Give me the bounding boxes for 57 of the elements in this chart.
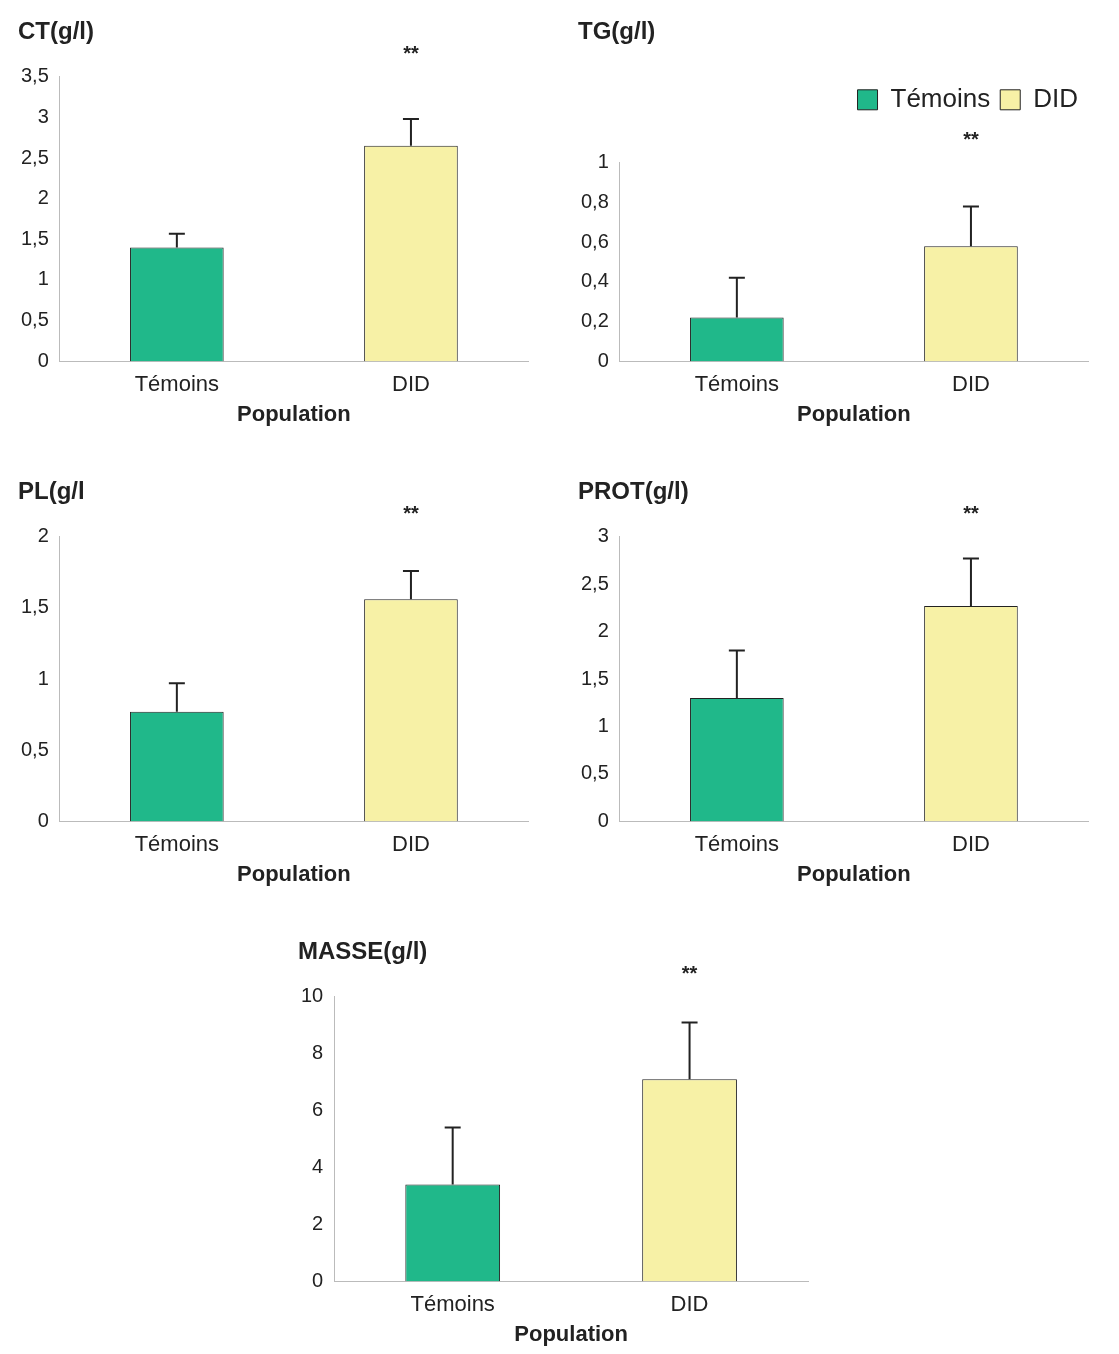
y-tick-label: 1,5 [20,226,49,249]
y-tick-label: 2,5 [20,145,49,168]
chart-title: PL(g/l [18,477,85,505]
text: ** [681,962,698,985]
x-tick-label: Témoins [694,831,780,857]
y-tick-label: 0,5 [20,308,49,331]
x-tick-label: Témoins [694,371,780,397]
chart-title: TG(g/l) [578,17,656,45]
y-tick-label: 0 [597,808,609,831]
y-tick-label: 2 [597,619,609,642]
y-tick-label: 2 [312,1211,324,1234]
y-tick-label: 3 [597,524,609,547]
x-tick-label: DID [952,371,990,397]
x-tick-label: Témoins [134,831,220,857]
x-axis-title: Population [237,400,351,426]
x-tick-label: Témoins [134,371,220,397]
y-tick-label: 8 [312,1041,324,1064]
chart-title: PROT(g/l) [578,477,689,505]
y-tick-label: 1 [597,713,609,736]
text: ** [403,502,419,525]
legend-label: Témoins [890,82,991,113]
text: ** [963,128,979,151]
x-axis-title: Population [797,860,911,886]
y-tick-label: 2 [37,186,49,209]
y-tick-label: 1,5 [580,666,609,689]
x-tick-label: DID [952,831,990,857]
chart-title: MASSE(g/l) [298,937,428,965]
y-tick-label: 0,8 [580,190,609,212]
chart-title: CT(g/l) [18,17,94,45]
y-tick-label: 0,5 [580,761,609,784]
y-tick-label: 10 [301,984,324,1007]
y-tick-label: 2 [37,524,49,547]
x-tick-label: DID [392,831,430,857]
y-tick-label: 1 [37,666,49,689]
y-tick-label: 2,5 [580,571,609,594]
y-tick-label: 1 [37,267,49,290]
y-tick-label: 0,2 [580,309,609,332]
y-tick-label: 0 [312,1268,324,1291]
y-tick-label: 0 [597,348,609,371]
y-tick-label: 0,5 [20,737,49,760]
y-tick-label: 0 [37,808,49,831]
x-axis-title: Population [797,400,911,426]
y-tick-label: 4 [312,1154,324,1177]
x-axis-title: Population [237,860,351,886]
y-tick-label: 0 [37,348,49,371]
x-tick-label: DID [392,371,430,397]
text: ** [403,42,419,65]
y-tick-label: 1,5 [20,595,49,618]
y-tick-label: 1 [597,150,609,173]
x-axis-title: Population [514,1320,628,1346]
y-tick-label: 0,4 [580,269,609,292]
y-tick-label: 6 [312,1098,324,1121]
legend-label: DID [1033,82,1078,113]
y-tick-label: 0,6 [580,229,609,252]
text: ** [963,502,979,525]
y-tick-label: 3,5 [20,64,49,87]
y-tick-label: 3 [37,104,49,127]
